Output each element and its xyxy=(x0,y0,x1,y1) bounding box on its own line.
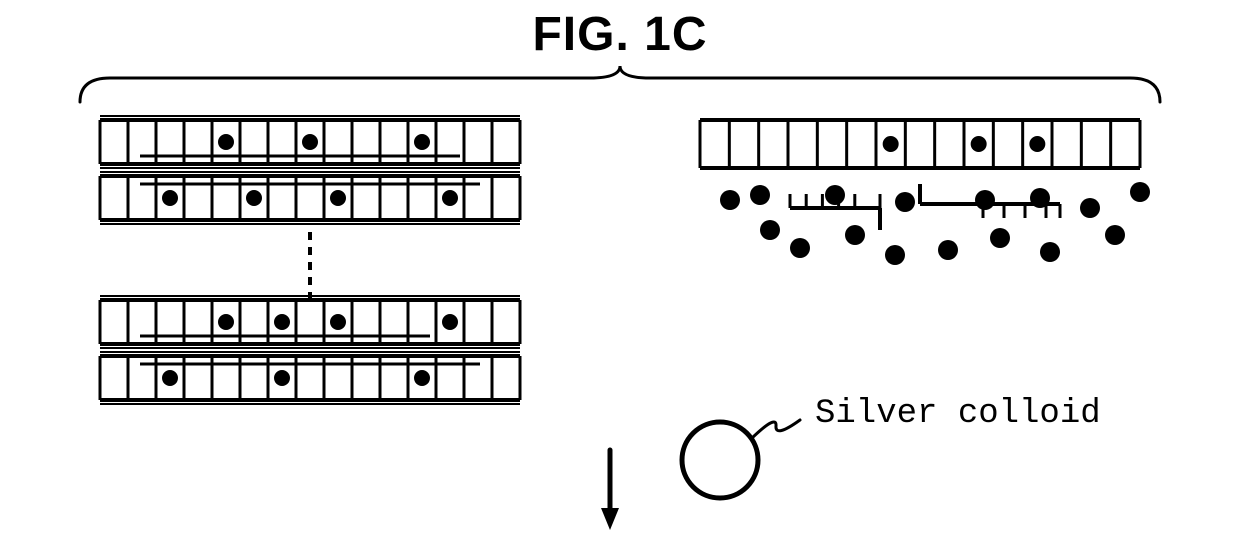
ladder-1-dot xyxy=(330,190,346,206)
silver-colloid-label: Silver colloid xyxy=(815,395,1101,433)
down-arrow-icon xyxy=(601,450,619,530)
ladder-3-dot xyxy=(414,370,430,386)
silver-colloid-leader xyxy=(752,420,800,438)
silver-colloid-icon xyxy=(682,422,758,498)
ladder-1-dot xyxy=(246,190,262,206)
ladder-0-dot xyxy=(218,134,234,150)
ladder-2-dot xyxy=(330,314,346,330)
ladder-4 xyxy=(700,120,1140,168)
ladder-1-dot xyxy=(162,190,178,206)
ladder-3-dot xyxy=(274,370,290,386)
ladder-4-dot xyxy=(883,136,899,152)
ladder-2 xyxy=(100,296,520,348)
ladder-2-dot xyxy=(442,314,458,330)
ladder-1-dot xyxy=(442,190,458,206)
ladder-2-dot xyxy=(274,314,290,330)
vertical-ellipsis-icon xyxy=(308,232,312,300)
top-brace-icon xyxy=(80,66,1160,102)
ladder-0-dot xyxy=(414,134,430,150)
ladder-4-dot xyxy=(971,136,987,152)
ladder-4-dot xyxy=(1029,136,1045,152)
figure-title: FIG. 1C xyxy=(532,8,707,61)
ladder-0-dot xyxy=(302,134,318,150)
ladder-1 xyxy=(100,172,520,224)
ladder-0 xyxy=(100,116,520,168)
ladder-3-dot xyxy=(162,370,178,386)
scatter-dots xyxy=(720,182,1150,265)
ladder-3 xyxy=(100,352,520,404)
ladder-2-dot xyxy=(218,314,234,330)
